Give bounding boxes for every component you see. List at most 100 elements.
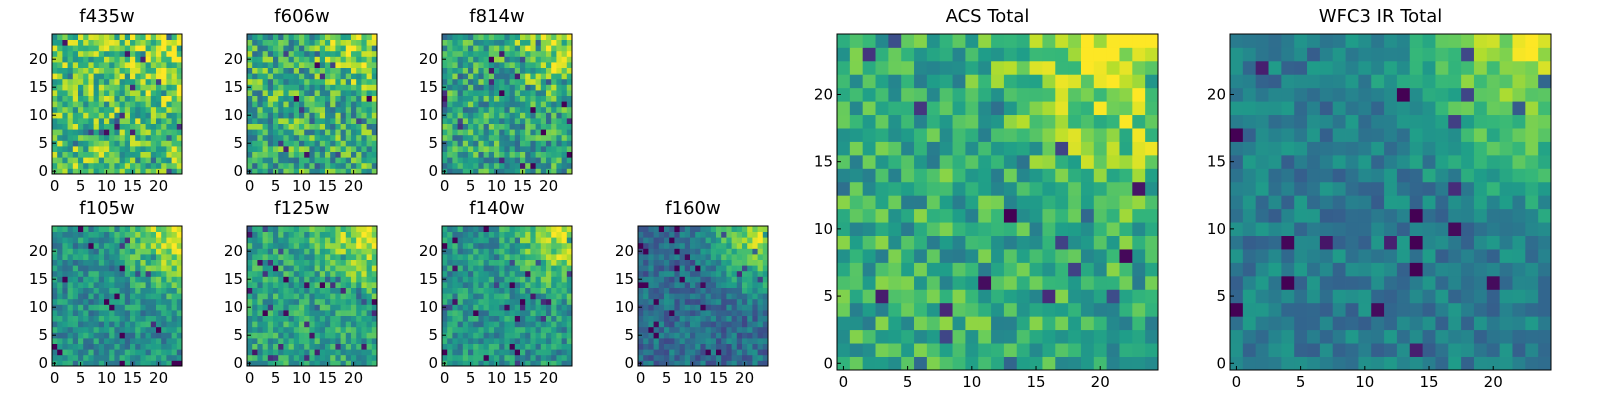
heatmap-cell <box>325 231 331 238</box>
heatmap-cell <box>849 343 864 357</box>
heatmap-cell <box>462 123 469 130</box>
heatmap-cell <box>72 157 79 164</box>
heatmap-cell <box>566 321 573 328</box>
heatmap-cell <box>926 195 941 210</box>
heatmap-cell <box>504 73 510 80</box>
heatmap-cell <box>721 321 727 328</box>
heatmap-cell <box>669 321 675 328</box>
heatmap-cell <box>457 151 464 158</box>
heatmap-cell <box>546 90 552 96</box>
heatmap-cell <box>705 360 712 367</box>
heatmap-cell <box>757 343 764 350</box>
heatmap-cell <box>1093 302 1108 317</box>
heatmap-cell <box>98 45 105 52</box>
heatmap-cell <box>1132 235 1146 250</box>
heatmap-cell <box>335 248 341 255</box>
heatmap-cell <box>551 67 557 74</box>
heatmap-cell <box>731 321 738 328</box>
heatmap-cell <box>304 34 310 40</box>
heatmap-cell <box>262 146 269 152</box>
heatmap-cell <box>166 354 172 361</box>
heatmap-cell <box>442 157 448 164</box>
heatmap-cell <box>345 34 352 40</box>
heatmap-cell <box>371 157 378 164</box>
heatmap-cell <box>561 298 568 305</box>
y-tick-label: 20 <box>419 242 438 260</box>
heatmap-cell <box>57 146 63 152</box>
heatmap-cell <box>283 39 289 46</box>
heatmap-cell <box>319 315 326 322</box>
heatmap-cell <box>361 270 367 277</box>
heatmap-cell <box>156 50 162 57</box>
heatmap-cell <box>509 123 516 130</box>
heatmap-cell <box>442 106 448 113</box>
heatmap-cell <box>366 326 373 333</box>
heatmap-cell <box>457 259 464 266</box>
heatmap-cell <box>488 282 495 288</box>
heatmap-cell <box>488 162 495 169</box>
heatmap-cell <box>340 118 347 124</box>
heatmap-cell <box>72 140 79 147</box>
heatmap-cell <box>757 304 764 311</box>
heatmap-cell <box>319 332 326 339</box>
heatmap-cell <box>520 242 526 249</box>
heatmap-cell <box>247 310 253 316</box>
heatmap-cell <box>161 140 167 147</box>
heatmap-cell <box>247 326 253 333</box>
heatmap-cell <box>176 226 183 232</box>
heatmap-cell <box>530 248 536 255</box>
heatmap-cell <box>62 140 68 147</box>
heatmap-cell <box>535 134 542 141</box>
heatmap-cell <box>166 140 172 147</box>
heatmap-cell <box>757 276 764 283</box>
heatmap-cell <box>888 195 902 210</box>
heatmap-cell <box>124 73 131 80</box>
x-tick-label: 15 <box>123 177 142 195</box>
heatmap-cell <box>62 287 68 294</box>
heatmap-cell <box>705 332 712 339</box>
heatmap-cell <box>520 270 526 277</box>
heatmap-cell <box>447 168 453 175</box>
heatmap-cell <box>540 118 547 124</box>
heatmap-cell <box>304 39 310 46</box>
heatmap-cell <box>356 50 362 57</box>
heatmap-cell <box>119 118 126 124</box>
heatmap-cell <box>119 129 126 136</box>
heatmap-cell <box>104 287 110 294</box>
heatmap-cell <box>710 304 717 311</box>
heatmap-cell <box>371 112 378 119</box>
heatmap-cell <box>690 310 696 316</box>
heatmap-cell <box>1119 222 1133 236</box>
heatmap-cell <box>546 50 552 57</box>
heatmap-cell <box>345 39 352 46</box>
heatmap-cell <box>278 310 284 316</box>
heatmap-cell <box>309 62 315 68</box>
heatmap-cell <box>247 254 253 260</box>
heatmap-cell <box>72 276 79 283</box>
heatmap-cell <box>965 208 979 223</box>
heatmap-cell <box>658 304 665 311</box>
heatmap-cell <box>340 321 347 328</box>
heatmap-cell <box>145 67 152 74</box>
heatmap-cell <box>345 338 352 344</box>
heatmap-cell <box>93 360 100 367</box>
heatmap-cell <box>684 242 691 249</box>
heatmap-cell <box>62 84 68 91</box>
heatmap-cell <box>257 162 263 169</box>
heatmap-cell <box>504 321 510 328</box>
heatmap-cell <box>161 276 167 283</box>
heatmap-cell <box>335 270 341 277</box>
heatmap-cell <box>257 112 263 119</box>
heatmap-cell <box>145 168 152 175</box>
heatmap-cell <box>88 112 94 119</box>
heatmap-cell <box>1042 181 1056 196</box>
heatmap-cell <box>1055 316 1069 331</box>
heatmap-cell <box>109 84 115 91</box>
heatmap-cell <box>62 354 68 361</box>
heatmap-cell <box>468 56 474 63</box>
heatmap-cell <box>556 101 562 108</box>
heatmap-cell <box>442 62 448 68</box>
heatmap-cell <box>462 106 469 113</box>
x-tick-label: 15 <box>513 177 532 195</box>
heatmap-cell <box>488 50 495 57</box>
